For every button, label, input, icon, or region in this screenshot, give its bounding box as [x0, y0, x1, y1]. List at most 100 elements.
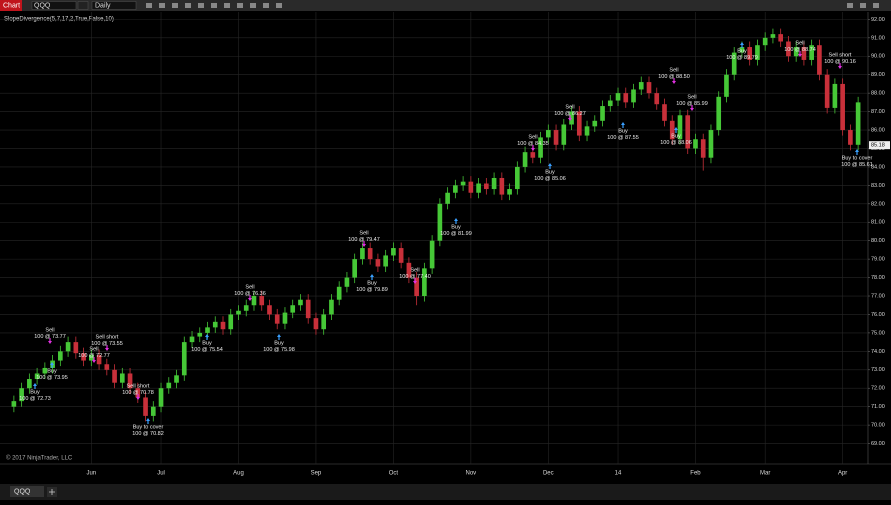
- x-tick-label: 14: [615, 471, 622, 477]
- trade-label: 100 @ 73.55: [91, 341, 123, 347]
- window-button[interactable]: [847, 3, 853, 8]
- candle-body: [607, 100, 613, 107]
- trade-label: 100 @ 88.06: [660, 140, 692, 146]
- add-tab-icon: [49, 489, 55, 495]
- trade-label: Buy: [451, 224, 461, 230]
- trade-label: 100 @ 79.47: [348, 237, 380, 243]
- trade-label: Sell: [89, 346, 98, 352]
- trade-label: 100 @ 84.35: [517, 141, 549, 147]
- trade-label: Sell: [565, 104, 574, 110]
- tool-icon[interactable]: [237, 3, 243, 8]
- candle-body: [530, 152, 536, 158]
- tool-icon[interactable]: [146, 3, 152, 8]
- candle-body: [96, 355, 102, 365]
- tool-icon[interactable]: [172, 3, 178, 8]
- tool-icon[interactable]: [250, 3, 256, 8]
- trade-label: Buy: [737, 48, 747, 54]
- candle-body: [739, 47, 745, 53]
- candle-body: [336, 286, 342, 300]
- grid: [0, 12, 868, 464]
- interval-select[interactable]: [91, 1, 137, 10]
- candle-body: [522, 152, 528, 167]
- candle-body: [429, 240, 435, 269]
- candle-body: [685, 115, 691, 149]
- tab-bar-bg: [0, 484, 891, 500]
- x-tick-label: Jun: [86, 471, 96, 477]
- trade-label: 100 @ 85.06: [534, 176, 566, 182]
- candle-body: [383, 255, 388, 267]
- candle-body: [205, 327, 210, 333]
- x-tick-label: Jul: [157, 471, 165, 477]
- tool-icon[interactable]: [211, 3, 217, 8]
- trade-label: Buy: [671, 133, 681, 139]
- trade-label: Buy: [367, 280, 377, 286]
- trade-label: Buy: [618, 128, 628, 134]
- tool-icon[interactable]: [159, 3, 165, 8]
- candle-body: [166, 382, 172, 389]
- trade-label: 100 @ 85.99: [676, 101, 708, 107]
- trade-label: Buy to cover: [842, 155, 873, 161]
- trade-label: 100 @ 72.73: [19, 396, 51, 402]
- candle-body: [840, 83, 845, 131]
- candle-body: [158, 388, 164, 407]
- tool-icon[interactable]: [198, 3, 204, 8]
- trade-label: 100 @ 76.36: [234, 291, 266, 297]
- tool-icon[interactable]: [276, 3, 282, 8]
- candle-body: [19, 388, 24, 402]
- candle-body: [267, 305, 272, 315]
- y-tick-label: 73.00: [871, 367, 885, 373]
- trade-label: 100 @ 72.77: [78, 353, 110, 359]
- instrument-select[interactable]: [31, 1, 77, 10]
- chart-tab[interactable]: [0, 0, 22, 11]
- candle-body: [576, 111, 582, 136]
- trade-arrow: [454, 218, 458, 224]
- candles: [11, 28, 861, 422]
- candle-body: [786, 41, 791, 57]
- tool-icon[interactable]: [224, 3, 230, 8]
- candle-body: [174, 375, 179, 383]
- window-button[interactable]: [873, 3, 879, 8]
- candle-body: [584, 126, 590, 136]
- candle-body: [81, 353, 86, 361]
- candle-body: [298, 299, 303, 306]
- trade-arrow: [531, 145, 535, 151]
- y-tick-label: 82.00: [871, 201, 885, 207]
- trade-label: Buy: [202, 340, 212, 346]
- y-tick-label: 86.00: [871, 127, 885, 133]
- search-button[interactable]: [77, 1, 89, 10]
- candle-body: [793, 47, 799, 57]
- trade-label: Sell: [359, 230, 368, 236]
- candle-body: [73, 342, 79, 354]
- tool-icon[interactable]: [263, 3, 269, 8]
- candle-body: [631, 89, 636, 103]
- candle-body: [553, 130, 559, 145]
- trade-label: Sell short: [96, 334, 119, 340]
- last-price-box: [869, 141, 890, 150]
- candle-body: [112, 369, 117, 383]
- candle-body: [119, 373, 125, 383]
- window-button[interactable]: [860, 3, 866, 8]
- trade-label: 100 @ 77.40: [399, 274, 431, 280]
- trade-arrow: [248, 295, 252, 301]
- candle-body: [143, 397, 148, 416]
- trade-arrow: [674, 127, 678, 133]
- trade-label: 100 @ 89.79: [726, 55, 758, 61]
- tool-icon[interactable]: [185, 3, 191, 8]
- x-tick-label: Feb: [690, 471, 701, 477]
- candle-body: [313, 318, 319, 330]
- candle-body: [615, 93, 621, 101]
- y-tick-label: 81.00: [871, 220, 885, 226]
- trade-arrow: [672, 78, 676, 84]
- candle-body: [329, 299, 334, 315]
- candle-body: [700, 139, 706, 158]
- instrument-tab[interactable]: [10, 486, 44, 497]
- candle-body: [127, 373, 133, 389]
- candle-body: [453, 185, 458, 193]
- candle-body: [832, 83, 838, 108]
- tab-bar: QQQ: [0, 484, 891, 500]
- x-tick-label: Nov: [466, 471, 477, 477]
- candle-body: [189, 336, 195, 343]
- candle-body: [476, 183, 481, 193]
